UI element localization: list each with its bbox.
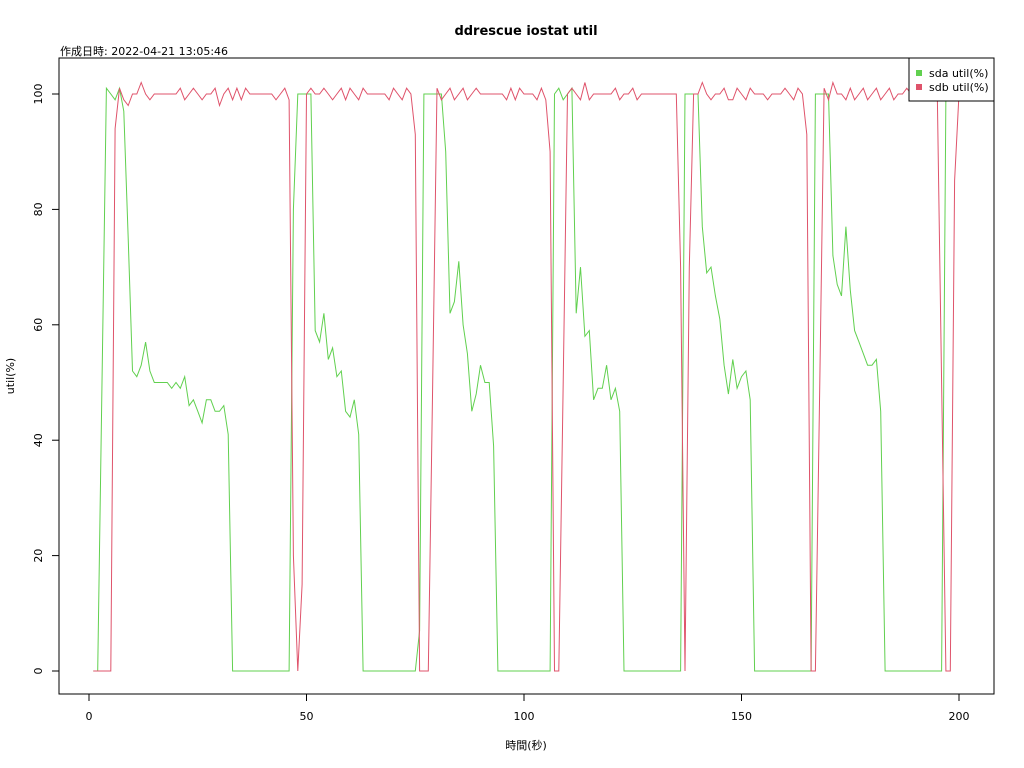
x-tick-label: 100	[514, 710, 535, 723]
x-tick-label: 200	[949, 710, 970, 723]
series-line-sda	[93, 86, 959, 672]
x-axis: 0 50 100 150 200	[86, 693, 970, 723]
x-tick-label: 50	[300, 710, 314, 723]
legend-swatch-sda	[916, 70, 922, 76]
legend-swatch-sdb	[916, 84, 922, 90]
y-axis: 0 20 40 60 80 100	[32, 84, 60, 675]
y-axis-label: util(%)	[4, 358, 17, 394]
y-tick-label: 20	[32, 549, 45, 563]
series-line-sdb	[93, 80, 960, 672]
chart-subtitle: 作成日時: 2022-04-21 13:05:46	[60, 45, 228, 58]
series-layer	[93, 80, 960, 672]
y-tick-label: 100	[32, 84, 45, 105]
x-axis-label: 時間(秒)	[505, 738, 547, 752]
y-tick-label: 40	[32, 433, 45, 447]
legend-label-sdb: sdb util(%)	[929, 81, 989, 94]
y-tick-label: 80	[32, 202, 45, 216]
chart-title: ddrescue iostat util	[454, 24, 597, 39]
x-tick-label: 150	[731, 710, 752, 723]
y-tick-label: 0	[32, 668, 45, 675]
legend-box	[908, 57, 995, 102]
x-tick-label: 0	[86, 710, 93, 723]
legend: sda util(%) sdb util(%)	[908, 57, 995, 102]
y-tick-label: 60	[32, 318, 45, 332]
legend-label-sda: sda util(%)	[929, 67, 988, 80]
